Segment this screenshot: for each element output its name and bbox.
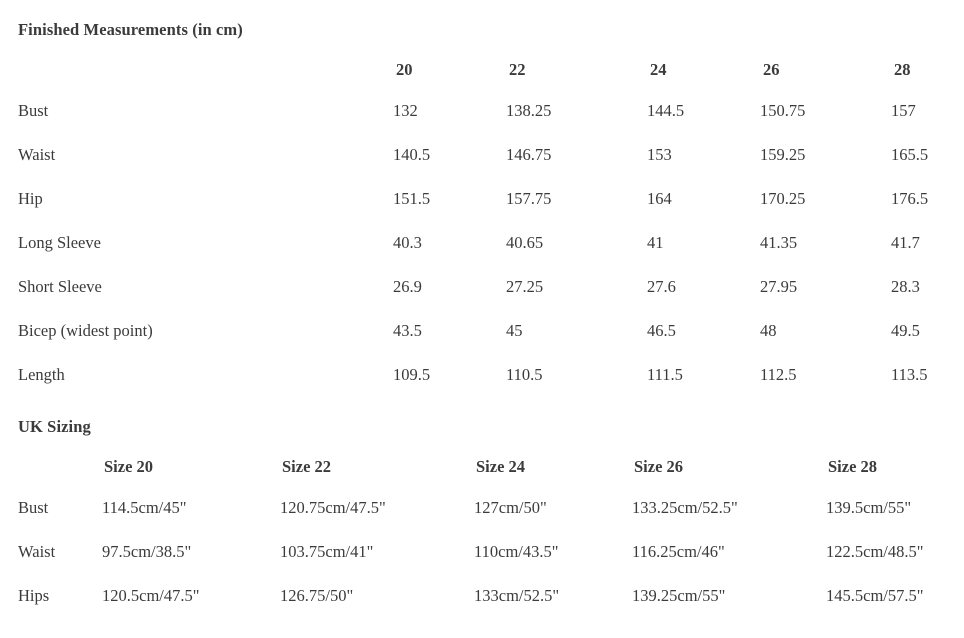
finished-measurements-table: 20 22 24 26 28 Bust 132 138.25 144.5 150… (0, 51, 964, 397)
uk-cell-bust-size-28: 139.5cm/55" (826, 498, 912, 517)
finished-cell-long-sleeve-22: 40.65 (506, 233, 544, 252)
finished-cell-hip-26: 170.25 (760, 189, 806, 208)
finished-header-blank (0, 51, 393, 89)
table-row: Waist 140.5 146.75 153 159.25 165.5 (0, 133, 964, 177)
finished-cell-long-sleeve-20: 40.3 (393, 233, 422, 252)
finished-row-label-length: Length (18, 365, 65, 384)
uk-column-header-size-26: Size 26 (634, 457, 684, 476)
finished-cell-length-26: 112.5 (760, 365, 797, 384)
uk-row-label-hips: Hips (18, 586, 50, 605)
finished-cell-length-20: 109.5 (393, 365, 431, 384)
uk-column-header-size-20: Size 20 (104, 457, 154, 476)
finished-cell-short-sleeve-26: 27.95 (760, 277, 798, 296)
uk-cell-waist-size-24: 110cm/43.5" (474, 542, 559, 561)
finished-cell-bicep-24: 46.5 (647, 321, 676, 340)
finished-cell-length-28: 113.5 (891, 365, 928, 384)
finished-cell-bust-22: 138.25 (506, 101, 552, 120)
uk-cell-hips-size-22: 126.75/50" (280, 586, 354, 605)
finished-cell-waist-24: 153 (647, 145, 672, 164)
uk-cell-waist-size-22: 103.75cm/41" (280, 542, 374, 561)
finished-cell-long-sleeve-28: 41.7 (891, 233, 920, 252)
finished-column-header-28: 28 (894, 60, 911, 79)
uk-header-blank (0, 448, 99, 486)
finished-cell-bust-26: 150.75 (760, 101, 806, 120)
finished-row-label-hip: Hip (18, 189, 43, 208)
uk-row-label-bust: Bust (18, 498, 49, 517)
uk-column-header-size-22: Size 22 (282, 457, 332, 476)
table-row: Bust 114.5cm/45" 120.75cm/47.5" 127cm/50… (0, 486, 964, 530)
finished-cell-length-24: 111.5 (647, 365, 683, 384)
table-row: Long Sleeve 40.3 40.65 41 41.35 41.7 (0, 221, 964, 265)
finished-cell-short-sleeve-22: 27.25 (506, 277, 544, 296)
finished-cell-length-22: 110.5 (506, 365, 543, 384)
finished-column-header-22: 22 (509, 60, 526, 79)
uk-cell-waist-size-20: 97.5cm/38.5" (102, 542, 192, 561)
finished-cell-hip-20: 151.5 (393, 189, 431, 208)
uk-cell-bust-size-22: 120.75cm/47.5" (280, 498, 386, 517)
uk-sizing-table: Size 20 Size 22 Size 24 Size 26 Size 28 … (0, 448, 964, 618)
uk-cell-hips-size-24: 133cm/52.5" (474, 586, 560, 605)
finished-cell-bicep-26: 48 (760, 321, 777, 340)
uk-cell-bust-size-20: 114.5cm/45" (102, 498, 187, 517)
finished-cell-short-sleeve-20: 26.9 (393, 277, 422, 296)
finished-column-header-20: 20 (396, 60, 413, 79)
finished-row-label-waist: Waist (18, 145, 56, 164)
uk-cell-bust-size-26: 133.25cm/52.5" (632, 498, 738, 517)
finished-measurements-title: Finished Measurements (in cm) (18, 20, 243, 39)
finished-row-label-bust: Bust (18, 101, 49, 120)
table-row: Bust 132 138.25 144.5 150.75 157 (0, 89, 964, 133)
finished-cell-bicep-20: 43.5 (393, 321, 422, 340)
finished-column-header-24: 24 (650, 60, 667, 79)
uk-cell-bust-size-24: 127cm/50" (474, 498, 547, 517)
finished-cell-short-sleeve-28: 28.3 (891, 277, 920, 296)
finished-cell-bust-28: 157 (891, 101, 916, 120)
finished-cell-waist-28: 165.5 (891, 145, 929, 164)
uk-cell-hips-size-26: 139.25cm/55" (632, 586, 726, 605)
finished-cell-waist-26: 159.25 (760, 145, 806, 164)
finished-cell-hip-28: 176.5 (891, 189, 929, 208)
finished-column-header-26: 26 (763, 60, 780, 79)
uk-column-header-size-24: Size 24 (476, 457, 526, 476)
uk-cell-hips-size-20: 120.5cm/47.5" (102, 586, 200, 605)
finished-row-label-bicep: Bicep (widest point) (18, 321, 153, 340)
finished-cell-waist-20: 140.5 (393, 145, 431, 164)
finished-cell-bust-24: 144.5 (647, 101, 685, 120)
uk-cell-waist-size-28: 122.5cm/48.5" (826, 542, 924, 561)
table-row: Waist 97.5cm/38.5" 103.75cm/41" 110cm/43… (0, 530, 964, 574)
table-row: Hip 151.5 157.75 164 170.25 176.5 (0, 177, 964, 221)
finished-cell-bicep-22: 45 (506, 321, 523, 340)
uk-cell-waist-size-26: 116.25cm/46" (632, 542, 725, 561)
finished-row-label-long-sleeve: Long Sleeve (18, 233, 101, 252)
table-row: Length 109.5 110.5 111.5 112.5 113.5 (0, 353, 964, 397)
finished-table-header-row: 20 22 24 26 28 (0, 51, 964, 89)
uk-cell-hips-size-28: 145.5cm/57.5" (826, 586, 924, 605)
finished-row-label-short-sleeve: Short Sleeve (18, 277, 102, 296)
finished-cell-hip-22: 157.75 (506, 189, 552, 208)
uk-table-header-row: Size 20 Size 22 Size 24 Size 26 Size 28 (0, 448, 964, 486)
finished-cell-bicep-28: 49.5 (891, 321, 920, 340)
uk-sizing-title: UK Sizing (18, 417, 91, 436)
table-row: Hips 120.5cm/47.5" 126.75/50" 133cm/52.5… (0, 574, 964, 618)
finished-cell-waist-22: 146.75 (506, 145, 552, 164)
finished-cell-bust-20: 132 (393, 101, 418, 120)
uk-column-header-size-28: Size 28 (828, 457, 878, 476)
finished-cell-hip-24: 164 (647, 189, 672, 208)
finished-cell-long-sleeve-26: 41.35 (760, 233, 798, 252)
table-row: Bicep (widest point) 43.5 45 46.5 48 49.… (0, 309, 964, 353)
table-row: Short Sleeve 26.9 27.25 27.6 27.95 28.3 (0, 265, 964, 309)
finished-cell-short-sleeve-24: 27.6 (647, 277, 676, 296)
uk-row-label-waist: Waist (18, 542, 56, 561)
finished-cell-long-sleeve-24: 41 (647, 233, 664, 252)
